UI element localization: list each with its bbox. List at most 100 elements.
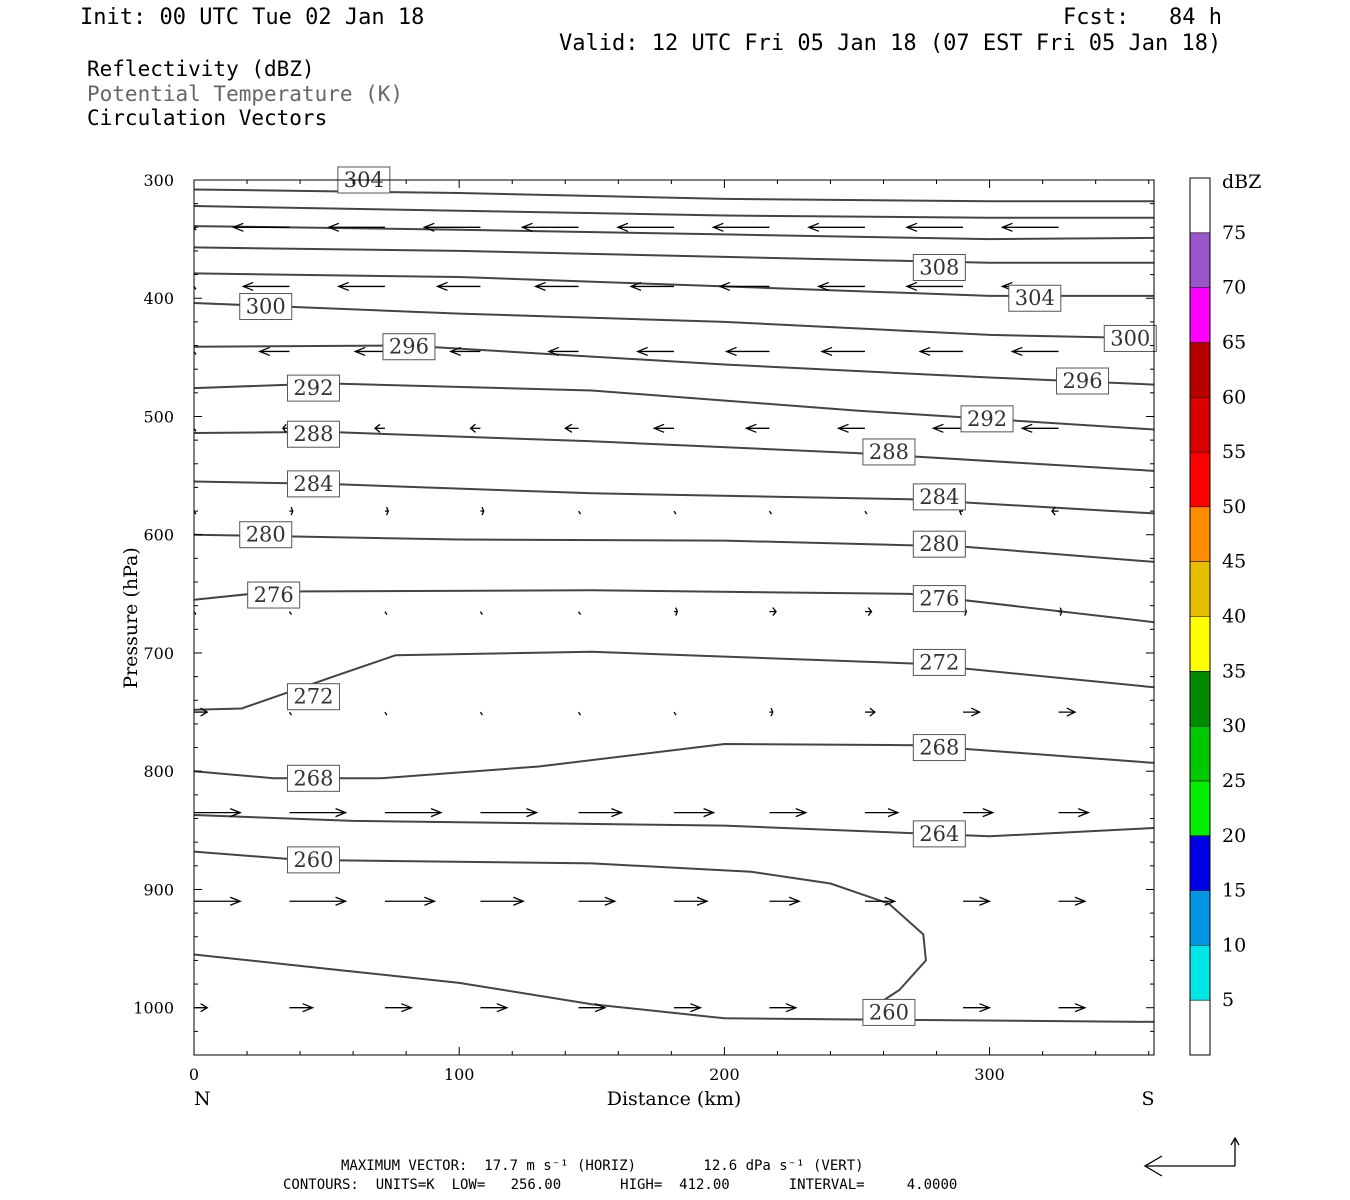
colorbar-segment — [1190, 561, 1210, 617]
max-vector-note: MAXIMUM VECTOR: 17.7 m s⁻¹ (HORIZ) 12.6 … — [341, 1158, 864, 1174]
circulation-vector — [577, 611, 582, 615]
contour-label: 292 — [293, 376, 333, 400]
contour-label-box — [912, 734, 966, 762]
colorbar-label: 60 — [1222, 386, 1246, 408]
colorbar-segment — [1190, 452, 1210, 507]
circulation-vectors — [194, 222, 1090, 1013]
colorbar-segment — [1190, 178, 1210, 233]
contour-label-box — [912, 585, 966, 613]
contour-label: 264 — [919, 822, 959, 846]
contour-label-box — [862, 438, 916, 466]
circulation-vector-head — [979, 1003, 992, 1013]
theta-contour-line — [194, 589, 1154, 624]
colorbar-segment — [1190, 232, 1210, 288]
circulation-vector-head — [884, 896, 897, 906]
circulation-vector-head — [816, 281, 829, 292]
circulation-vector-head — [513, 896, 526, 906]
contour-label: 284 — [293, 472, 333, 496]
contour-label-box — [286, 683, 340, 711]
colorbar-label: 25 — [1222, 770, 1246, 792]
colorbar-label: 50 — [1222, 496, 1246, 518]
circulation-vector-head — [290, 506, 294, 516]
contour-label: 292 — [967, 407, 1007, 431]
circulation-vector-head — [564, 423, 573, 433]
circulation-vector — [384, 611, 388, 615]
circulation-vector-head — [652, 423, 665, 433]
circulation-vector-head — [526, 807, 539, 818]
circulation-vector-head — [229, 896, 242, 906]
colorbar-label: 10 — [1222, 934, 1246, 956]
circulation-vector-head — [353, 346, 366, 357]
contour-label: 276 — [254, 583, 294, 607]
theta-contours — [194, 188, 1154, 1023]
circulation-vector-head — [302, 1003, 315, 1013]
circulation-vector-head — [520, 222, 533, 232]
circulation-vector-head — [795, 807, 808, 818]
circulation-vector-head — [496, 1003, 509, 1013]
colorbar-segment — [1190, 342, 1210, 398]
contour-label: 260 — [869, 1000, 909, 1024]
circulation-vector-head — [385, 506, 389, 516]
y-tick-label: 300 — [143, 171, 174, 190]
theta-contour-line — [194, 302, 1154, 340]
colorbar-segment — [1190, 835, 1210, 891]
circulation-vector-head — [422, 222, 435, 232]
circulation-vector-head — [200, 1003, 209, 1013]
circulation-vector-head — [971, 707, 982, 717]
contour-label-box — [960, 405, 1014, 433]
circulation-vector-head — [979, 896, 992, 906]
circulation-vector-head — [1010, 346, 1023, 357]
circulation-vector-head — [788, 896, 801, 906]
circulation-vector-head — [724, 346, 737, 357]
x-axis-left-end-label: N — [194, 1088, 211, 1110]
contour-label-box — [1008, 284, 1062, 312]
circulation-vector-head — [867, 607, 873, 617]
x-tick-label: 0 — [189, 1065, 199, 1084]
theta-contour-line — [194, 344, 1154, 386]
y-tick-label: 1000 — [133, 999, 174, 1018]
contour-label-box — [247, 581, 301, 609]
theta-contour-line — [194, 246, 1154, 264]
circulation-vector-head — [718, 281, 731, 292]
colorbar-segment — [1190, 1000, 1210, 1055]
circulation-vector — [288, 611, 293, 615]
contour-label: 260 — [293, 848, 333, 872]
circulation-vector-head — [430, 807, 443, 818]
contour-label: 300 — [246, 295, 286, 319]
y-tick-label: 400 — [143, 289, 174, 308]
circulation-vector-head — [435, 281, 448, 292]
circulation-vector-head — [424, 896, 437, 906]
theta-contour-line — [194, 480, 1154, 515]
init-time: Init: 00 UTC Tue 02 Jan 18 — [80, 5, 425, 30]
circulation-vector-head — [401, 1003, 414, 1013]
circulation-vector-head — [200, 707, 209, 717]
circulation-vector — [673, 510, 677, 515]
contour-label: 300 — [1110, 326, 1150, 350]
plot-frame — [193, 179, 1155, 1056]
contour-label-box — [239, 521, 293, 549]
circulation-vector-head — [744, 423, 757, 433]
axes: 300 400 500 600 700 800 900 1000 0 100 200 300 — [133, 171, 1154, 1084]
legend-circulation-vectors: Circulation Vectors — [87, 106, 328, 130]
contour-label: 284 — [919, 485, 959, 509]
colorbar-label: 65 — [1222, 331, 1246, 353]
contour-label: 296 — [1062, 369, 1102, 393]
y-tick-label: 500 — [143, 407, 174, 426]
colorbar-segment — [1190, 506, 1210, 562]
circulation-vector-head — [533, 281, 546, 292]
circulation-vector-head — [1066, 707, 1077, 717]
contour-label-box — [239, 293, 293, 321]
colorbar-segment — [1190, 780, 1210, 836]
contour-label: 280 — [246, 523, 286, 547]
circulation-vector-head — [785, 1003, 798, 1013]
circulation-vector-head — [229, 807, 242, 818]
theta-contour-line — [194, 850, 927, 1014]
circulation-vector-head — [836, 423, 849, 433]
circulation-vector-head — [231, 222, 244, 232]
reflectivity-colorbar: 5 10 15 20 25 30 35 40 45 50 55 60 65 70 75 — [1189, 177, 1246, 1056]
colorbar-label: 5 — [1222, 989, 1234, 1011]
circulation-vector-head — [770, 707, 774, 717]
circulation-vector-head — [711, 222, 724, 232]
x-tick-label: 300 — [974, 1065, 1005, 1084]
circulation-vector-head — [918, 346, 931, 357]
